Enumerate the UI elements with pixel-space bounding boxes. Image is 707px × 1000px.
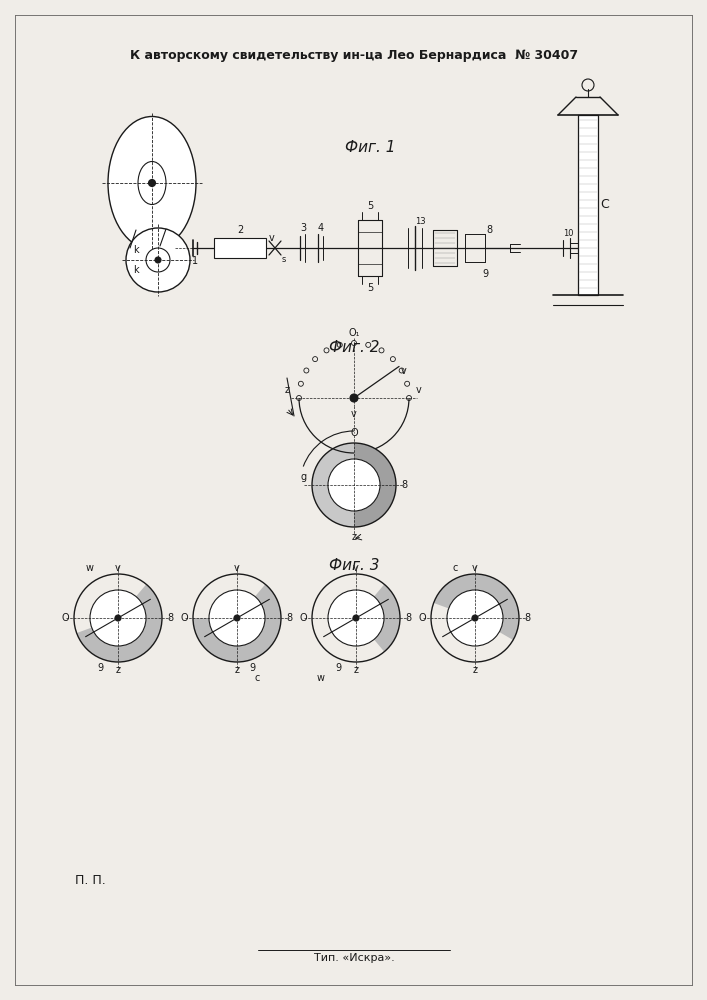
Text: 10: 10	[563, 230, 573, 238]
Text: w: w	[86, 563, 94, 573]
Text: k: k	[133, 245, 139, 255]
Circle shape	[126, 228, 190, 292]
Text: g: g	[301, 472, 307, 482]
Wedge shape	[76, 584, 162, 662]
Text: Фиг. 2: Фиг. 2	[329, 340, 379, 356]
Text: O: O	[299, 613, 307, 623]
Text: z: z	[351, 532, 356, 542]
Circle shape	[350, 394, 358, 402]
Ellipse shape	[108, 116, 196, 249]
Circle shape	[146, 248, 170, 272]
Wedge shape	[193, 584, 281, 662]
Text: v: v	[234, 563, 240, 573]
Wedge shape	[312, 443, 396, 527]
Text: Тип. «Искра».: Тип. «Искра».	[314, 953, 395, 963]
Text: O: O	[62, 613, 69, 623]
Circle shape	[234, 615, 240, 621]
Circle shape	[328, 459, 380, 511]
Text: Фиг. 1: Фиг. 1	[345, 140, 395, 155]
Circle shape	[328, 590, 384, 646]
Text: 9: 9	[335, 663, 341, 673]
Text: 8: 8	[401, 480, 407, 490]
Text: 9: 9	[97, 663, 103, 673]
Text: c: c	[452, 563, 457, 573]
Text: v: v	[115, 563, 121, 573]
Text: v: v	[353, 563, 359, 573]
Text: 8: 8	[286, 613, 292, 623]
Text: 8: 8	[167, 613, 173, 623]
Text: O: O	[180, 613, 188, 623]
Text: К авторскому свидетельству ин-ца Лео Бернардиса  № 30407: К авторскому свидетельству ин-ца Лео Бер…	[130, 48, 578, 62]
Text: v: v	[472, 563, 478, 573]
Text: 1: 1	[192, 256, 198, 266]
Text: O: O	[350, 428, 358, 438]
Text: s: s	[282, 254, 286, 263]
Circle shape	[90, 590, 146, 646]
Text: z: z	[115, 665, 120, 675]
Text: v: v	[269, 233, 275, 243]
Text: z: z	[354, 665, 358, 675]
Bar	[214, 238, 266, 258]
Text: c: c	[255, 673, 259, 683]
Text: k: k	[133, 265, 139, 275]
Text: 8: 8	[524, 613, 530, 623]
Circle shape	[155, 257, 161, 263]
Wedge shape	[433, 574, 519, 640]
Bar	[578, 115, 598, 295]
Text: O₁: O₁	[349, 328, 360, 338]
Text: 8: 8	[486, 225, 492, 235]
Text: 13: 13	[415, 218, 426, 227]
Circle shape	[209, 590, 265, 646]
Text: z: z	[284, 385, 289, 395]
Text: 9: 9	[249, 663, 255, 673]
Text: w: w	[317, 673, 325, 683]
Text: 4: 4	[318, 223, 324, 233]
Wedge shape	[374, 584, 400, 652]
Circle shape	[115, 615, 121, 621]
Text: O: O	[419, 613, 426, 623]
Text: v: v	[401, 366, 407, 376]
Text: Фиг. 3: Фиг. 3	[329, 558, 379, 572]
Text: v: v	[416, 385, 422, 395]
Text: 2: 2	[237, 225, 243, 235]
Text: v: v	[351, 409, 357, 419]
Circle shape	[353, 615, 359, 621]
Text: 5: 5	[367, 283, 373, 293]
Text: 8: 8	[405, 613, 411, 623]
Circle shape	[472, 615, 478, 621]
Ellipse shape	[138, 161, 166, 205]
Text: 9: 9	[482, 269, 488, 279]
Text: 5: 5	[367, 201, 373, 211]
Text: z: z	[472, 665, 477, 675]
Wedge shape	[354, 443, 396, 527]
Text: C: C	[601, 198, 609, 212]
Circle shape	[447, 590, 503, 646]
Text: 3: 3	[300, 223, 306, 233]
Circle shape	[148, 180, 156, 186]
Text: П. П.: П. П.	[75, 874, 106, 886]
Text: z: z	[235, 665, 240, 675]
